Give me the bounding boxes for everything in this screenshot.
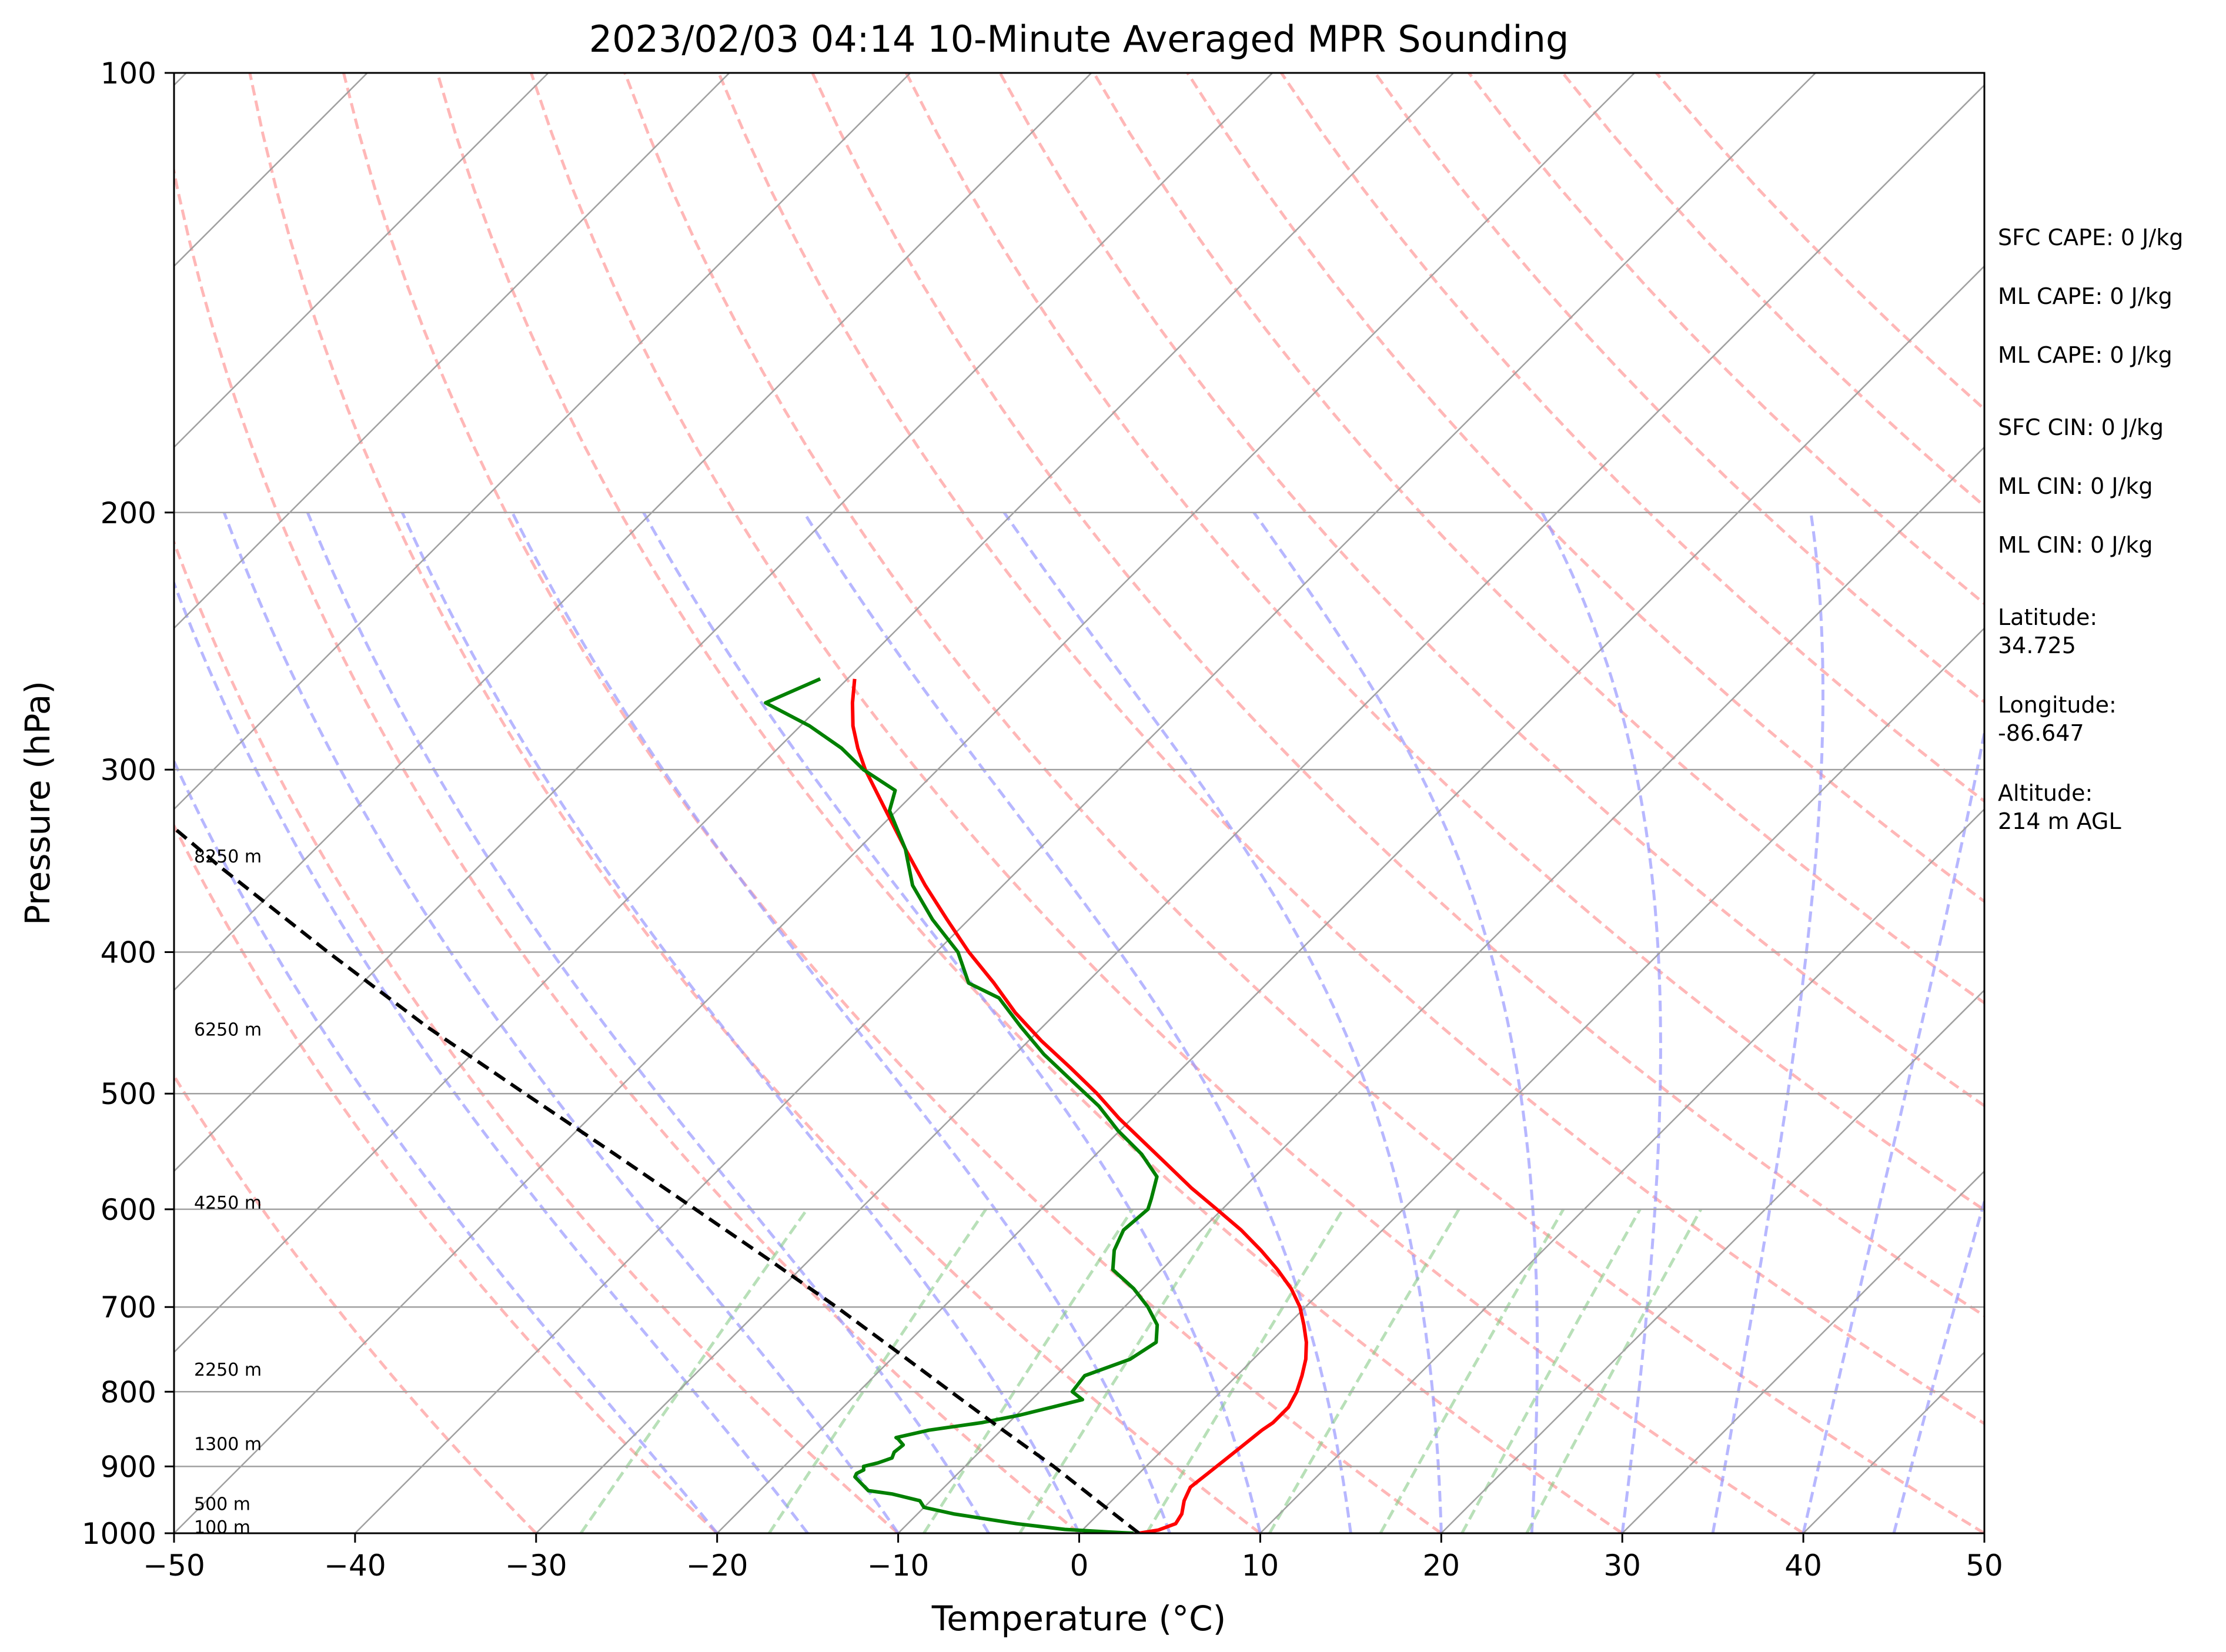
moist-adiabat-line (222, 511, 900, 1533)
isotherm-line (0, 73, 5, 1533)
ml-cape-text: ML CAPE: 0 J/kg (1998, 283, 2172, 309)
longitude-value: -86.647 (1998, 720, 2084, 746)
isotherm-line (1622, 1170, 1984, 1533)
isotherm-line (535, 84, 1984, 1533)
y-tick-label: 900 (101, 1450, 156, 1484)
ml-cin-text: ML CIN: 0 J/kg (1998, 473, 2153, 499)
dry-adiabat-line (174, 822, 718, 1533)
isotherm-line (355, 73, 1816, 1533)
isotherm-line (174, 73, 1092, 992)
height-label: 100 m (194, 1517, 250, 1538)
dry-adiabat-line (342, 73, 1442, 1533)
x-tick-label: 30 (1603, 1549, 1641, 1583)
isotherm-line (174, 73, 1635, 1533)
dry-adiabat-line (530, 73, 1804, 1533)
ml-cin-text-2: ML CIN: 0 J/kg (1998, 532, 2153, 558)
side-info-panel: SFC CAPE: 0 J/kg ML CAPE: 0 J/kg ML CAPE… (1998, 225, 2183, 834)
sfc-cape-text: SFC CAPE: 0 J/kg (1998, 225, 2183, 250)
x-tick-label: −40 (324, 1549, 386, 1583)
isotherm-line (716, 265, 1984, 1533)
dewpoint-line (764, 677, 1159, 1533)
y-tick-label: 600 (101, 1193, 156, 1227)
y-tick-label: 400 (101, 936, 156, 970)
parcel-path-line (174, 825, 1140, 1533)
isotherm-line (1078, 627, 1984, 1533)
dry-adiabat-line (436, 73, 1623, 1533)
height-label: 8250 m (194, 847, 262, 867)
temperature-line (850, 678, 1308, 1533)
sfc-cin-text: SFC CIN: 0 J/kg (1998, 414, 2164, 440)
y-tick-label: 800 (101, 1375, 156, 1409)
isotherm-line (174, 73, 549, 449)
longitude-label: Longitude: (1998, 692, 2117, 718)
dry-adiabat-line (811, 73, 1984, 1318)
isotherm-line (174, 73, 911, 811)
mixing-ratio-line (768, 1208, 987, 1533)
moist-adiabat-line (1711, 512, 1824, 1533)
dry-adiabat-line (717, 73, 1984, 1426)
y-tick-label: 1000 (82, 1517, 156, 1551)
moist-adiabat-line (1801, 725, 1984, 1533)
isotherm-line (897, 446, 1984, 1533)
height-labels: 8250 m 6250 m 4250 m 2250 m 1300 m 500 m 100 m (194, 847, 262, 1538)
x-tick-label: −10 (867, 1549, 930, 1583)
dry-adiabat-line (1373, 73, 1984, 704)
y-tick-label: 300 (101, 753, 156, 787)
y-axis-label: Pressure (hPa) (18, 681, 58, 925)
dry-adiabat-line (1280, 73, 1984, 803)
chart-title: 2023/02/03 04:14 10-Minute Averaged MPR … (589, 18, 1569, 61)
latitude-value: 34.725 (1998, 633, 2076, 658)
isotherm-line (174, 73, 730, 630)
x-tick-label: 20 (1422, 1549, 1460, 1583)
x-tick-label: 0 (1070, 1549, 1089, 1583)
dry-adiabat-line (174, 538, 900, 1533)
x-tick-label: 40 (1784, 1549, 1822, 1583)
x-tick-label: −20 (686, 1549, 748, 1583)
isotherm-line (174, 73, 1274, 1172)
y-tick-label: 100 (101, 56, 156, 91)
height-label: 6250 m (194, 1019, 262, 1040)
altitude-label: Altitude: (1998, 780, 2093, 806)
dry-adiabat-line (248, 73, 1261, 1533)
sounding-series (174, 677, 1308, 1533)
x-tick-label: −50 (143, 1549, 205, 1583)
isotherm-line (2165, 73, 2226, 1533)
y-tick-label: 500 (101, 1077, 156, 1111)
height-label: 4250 m (194, 1193, 262, 1213)
x-tick-label: −30 (505, 1549, 567, 1583)
y-tick-label: 200 (101, 496, 156, 530)
ml-cape-text-2: ML CAPE: 0 J/kg (1998, 342, 2172, 368)
mixing-ratio-line (579, 1208, 808, 1533)
isotherm-line (1259, 808, 1984, 1533)
altitude-value: 214 m AGL (1998, 808, 2121, 834)
dry-adiabat-line (174, 164, 1081, 1533)
y-tick-label: 700 (101, 1290, 156, 1325)
dry-adiabat-line (623, 73, 1984, 1533)
height-label: 500 m (194, 1494, 250, 1514)
x-tick-label: 50 (1966, 1549, 2003, 1583)
grid-lines (0, 73, 2226, 1533)
isotherm-line (174, 73, 1454, 1353)
height-label: 2250 m (194, 1360, 262, 1380)
x-tick-label: 10 (1242, 1549, 1279, 1583)
height-label: 1300 m (194, 1434, 262, 1455)
x-axis-label: Temperature (°C) (931, 1599, 1226, 1638)
isotherm-line (1440, 989, 1984, 1533)
plot-background (174, 73, 1984, 1533)
dry-adiabat-line (905, 73, 1984, 1212)
latitude-label: Latitude: (1998, 604, 2097, 630)
axis-ticks: −50 −40 −30 −20 −10 0 10 20 30 40 50 1000 900 800 700 6… (82, 56, 2003, 1583)
